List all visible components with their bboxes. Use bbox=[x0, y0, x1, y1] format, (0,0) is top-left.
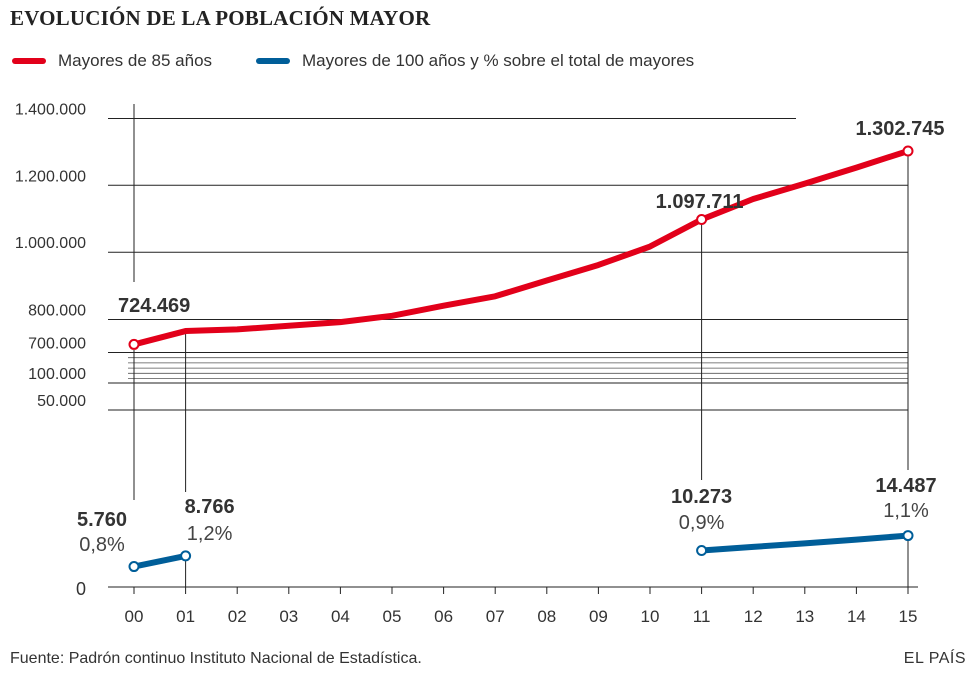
x-tick-label: 02 bbox=[228, 607, 247, 626]
x-tick-label: 14 bbox=[847, 607, 866, 626]
data-label-85: 1.302.745 bbox=[856, 118, 945, 140]
x-tick-label: 00 bbox=[125, 607, 144, 626]
x-tick-label: 03 bbox=[279, 607, 298, 626]
data-point-100 bbox=[180, 550, 192, 562]
data-point-85 bbox=[902, 145, 914, 157]
series-line-85 bbox=[131, 147, 911, 348]
data-labels: 724.469 1.097.711 1.302.745 5.760 0,8% 8.766 1… bbox=[77, 118, 945, 556]
y-tick-label: 0 bbox=[76, 579, 86, 599]
data-label-100-value: 14.487 bbox=[875, 475, 936, 497]
data-point-100 bbox=[902, 530, 914, 542]
x-tick-label: 11 bbox=[693, 607, 711, 626]
source-note: Fuente: Padrón continuo Instituto Nacion… bbox=[10, 650, 422, 667]
y-tick-label: 1.200.000 bbox=[15, 168, 86, 185]
legend-item-85: Mayores de 85 años bbox=[12, 50, 212, 72]
legend-label-85: Mayores de 85 años bbox=[58, 51, 213, 70]
x-tick-label: 12 bbox=[744, 607, 763, 626]
data-point-100 bbox=[696, 545, 708, 557]
x-tick-label: 08 bbox=[537, 607, 556, 626]
y-tick-label: 800.000 bbox=[28, 303, 86, 320]
series-line-100 bbox=[131, 552, 189, 570]
x-tick-label: 13 bbox=[795, 607, 814, 626]
data-label-100-value: 5.760 bbox=[77, 509, 127, 531]
legend-item-100: Mayores de 100 años y % sobre el total d… bbox=[256, 50, 694, 72]
data-label-100-percent: 0,8% bbox=[79, 534, 125, 556]
x-tick-label: 07 bbox=[486, 607, 505, 626]
y-tick-label: 700.000 bbox=[28, 336, 86, 353]
y-tick-label: 50.000 bbox=[37, 393, 86, 410]
data-point-85 bbox=[696, 214, 708, 226]
x-tick-label: 04 bbox=[331, 607, 350, 626]
data-label-100-percent: 1,1% bbox=[883, 500, 929, 522]
x-tick-label: 15 bbox=[899, 607, 918, 626]
legend-swatch-85 bbox=[12, 58, 46, 64]
data-point-85 bbox=[128, 338, 140, 350]
y-tick-label: 100.000 bbox=[28, 366, 86, 383]
y-tick-label: 1.000.000 bbox=[15, 235, 86, 252]
x-tick-label: 09 bbox=[589, 607, 608, 626]
data-label-100-percent: 1,2% bbox=[187, 523, 233, 545]
grid-lines bbox=[108, 104, 909, 587]
series-line-100 bbox=[698, 532, 911, 554]
data-label-85: 1.097.711 bbox=[656, 191, 744, 213]
publisher-brand: EL PAÍS bbox=[903, 650, 966, 667]
legend-swatch-100 bbox=[256, 58, 290, 64]
x-tick-label: 05 bbox=[383, 607, 402, 626]
data-label-100-percent: 0,9% bbox=[679, 512, 725, 534]
y-tick-label: 1.400.000 bbox=[15, 102, 86, 119]
data-label-85: 724.469 bbox=[118, 295, 190, 317]
legend-label-100: Mayores de 100 años y % sobre el total d… bbox=[302, 51, 695, 70]
data-label-100-value: 10.273 bbox=[671, 486, 732, 508]
axes: 700.000 800.000 1.000.000 1.200.000 1.400.00… bbox=[15, 102, 918, 626]
x-tick-label: 01 bbox=[176, 607, 195, 626]
series-group bbox=[128, 145, 914, 573]
x-tick-label: 06 bbox=[434, 607, 453, 626]
x-tick-label: 10 bbox=[641, 607, 660, 626]
data-label-100-value: 8.766 bbox=[185, 496, 235, 518]
chart-title: EVOLUCIÓN DE LA POBLACIÓN MAYOR bbox=[10, 6, 431, 30]
data-point-100 bbox=[128, 561, 140, 573]
